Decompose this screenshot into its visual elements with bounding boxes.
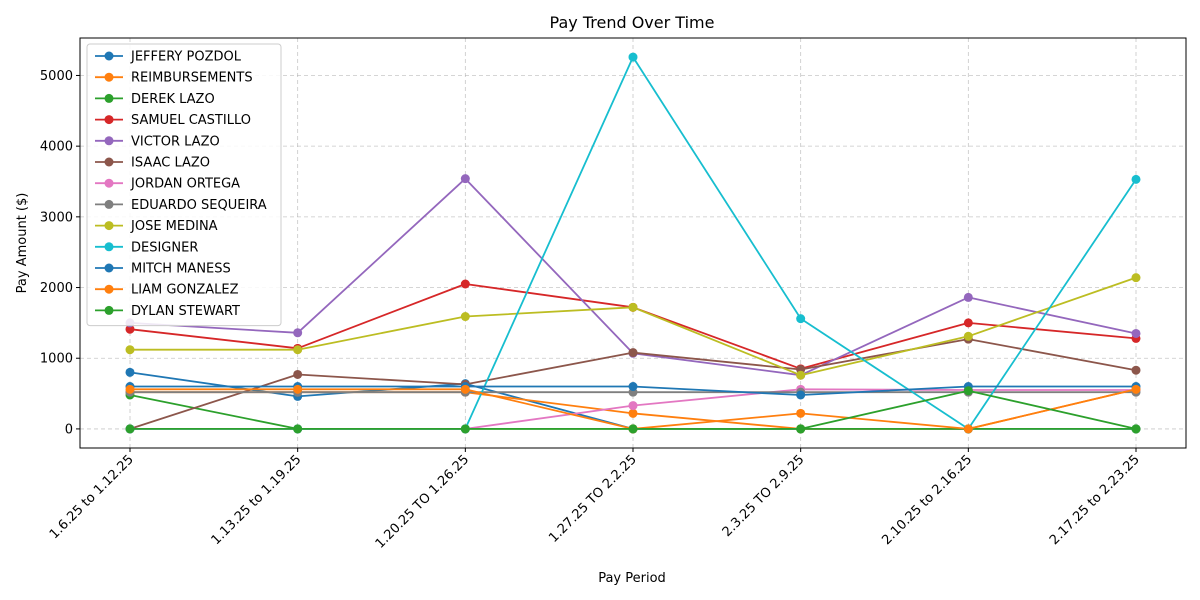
data-point [293,384,303,394]
data-point [1131,384,1141,394]
legend-label: JOSE MEDINA [130,219,218,234]
legend-label: MITCH MANESS [131,262,231,277]
data-point [628,302,638,312]
legend-marker [104,263,114,273]
x-tick-label: 2.3.25 TO 2.9.25 [720,452,808,540]
legend-marker [104,178,114,188]
data-point [293,424,303,434]
y-tick-label: 4000 [40,140,73,155]
legend-marker [104,136,114,146]
data-point [293,369,303,379]
data-point [460,174,470,184]
legend-frame [86,43,282,327]
data-point [125,424,135,434]
legend-marker [104,221,114,231]
data-point [963,318,973,328]
data-point [628,382,638,391]
legend-marker [104,51,114,61]
data-point [125,384,135,394]
x-tick-label: 1.20.25 TO 1.26.25 [373,452,472,551]
legend-marker [104,242,114,252]
legend-marker [104,157,114,167]
data-point [1131,328,1141,338]
data-point [628,408,638,418]
data-point [460,384,470,394]
data-point [963,292,973,302]
legend-label: DEREK LAZO [131,92,215,107]
legend-label: ISAAC LAZO [131,156,210,171]
data-point [460,279,470,289]
legend-marker [104,199,114,209]
y-tick-label: 0 [65,422,73,437]
legend-label: JEFFERY POZDOL [130,50,242,65]
data-point [628,401,638,411]
data-point [1131,273,1141,283]
data-point [628,348,638,358]
series-group [125,52,1141,434]
legend-label: JORDAN ORTEGA [130,177,240,192]
legend-marker [104,284,114,294]
legend-marker [104,93,114,103]
data-point [293,345,303,355]
chart-title: Pay Trend Over Time [550,13,715,32]
data-point [1131,365,1141,375]
legend-label: SAMUEL CASTILLO [131,113,251,128]
data-point [796,424,806,434]
y-tick-label: 1000 [40,352,73,367]
legend-label: EDUARDO SEQUEIRA [131,198,267,213]
data-point [796,370,806,380]
y-tick-label: 2000 [40,281,73,296]
data-point [125,367,135,377]
legend-marker [104,305,114,315]
x-tick-label: 1.27.25 TO 2.2.25 [546,452,640,546]
legend-label: VICTOR LAZO [131,134,220,149]
data-point [1131,174,1141,184]
legend: JEFFERY POZDOL REIMBURSEMENTS DEREK LAZO SA… [86,43,282,327]
legend-marker [104,115,114,125]
y-tick-label: 5000 [40,69,73,84]
x-tick-label: 2.17.25 to 2.23.25 [1047,452,1143,548]
data-point [125,324,135,334]
x-axis-label: Pay Period [598,571,666,586]
data-point [796,390,806,400]
legend-marker [104,72,114,82]
data-point [1131,424,1141,434]
data-point [796,314,806,324]
data-point [460,424,470,434]
data-point [628,52,638,62]
x-tick-label: 1.6.25 to 1.12.25 [47,452,137,542]
data-point [293,328,303,338]
data-point [460,312,470,322]
legend-label: LIAM GONZALEZ [131,283,239,298]
legend-label: REIMBURSEMENTS [131,71,253,86]
data-point [963,386,973,396]
y-axis-ticks: 0 1000 2000 3000 4000 5000 [40,69,80,437]
data-point [628,424,638,434]
data-point [963,331,973,341]
y-tick-label: 3000 [40,210,73,225]
legend-label: DESIGNER [131,240,198,255]
data-point [963,424,973,434]
data-point [125,345,135,355]
x-axis-ticks: 1.6.25 to 1.12.25 1.13.25 to 1.19.25 1.20.… [47,448,1143,552]
x-tick-label: 1.13.25 to 1.19.25 [209,452,305,548]
legend-label: DYLAN STEWART [131,304,240,319]
y-axis-label: Pay Amount ($) [15,193,30,294]
x-tick-label: 2.10.25 to 2.16.25 [879,452,975,548]
data-point [796,408,806,418]
